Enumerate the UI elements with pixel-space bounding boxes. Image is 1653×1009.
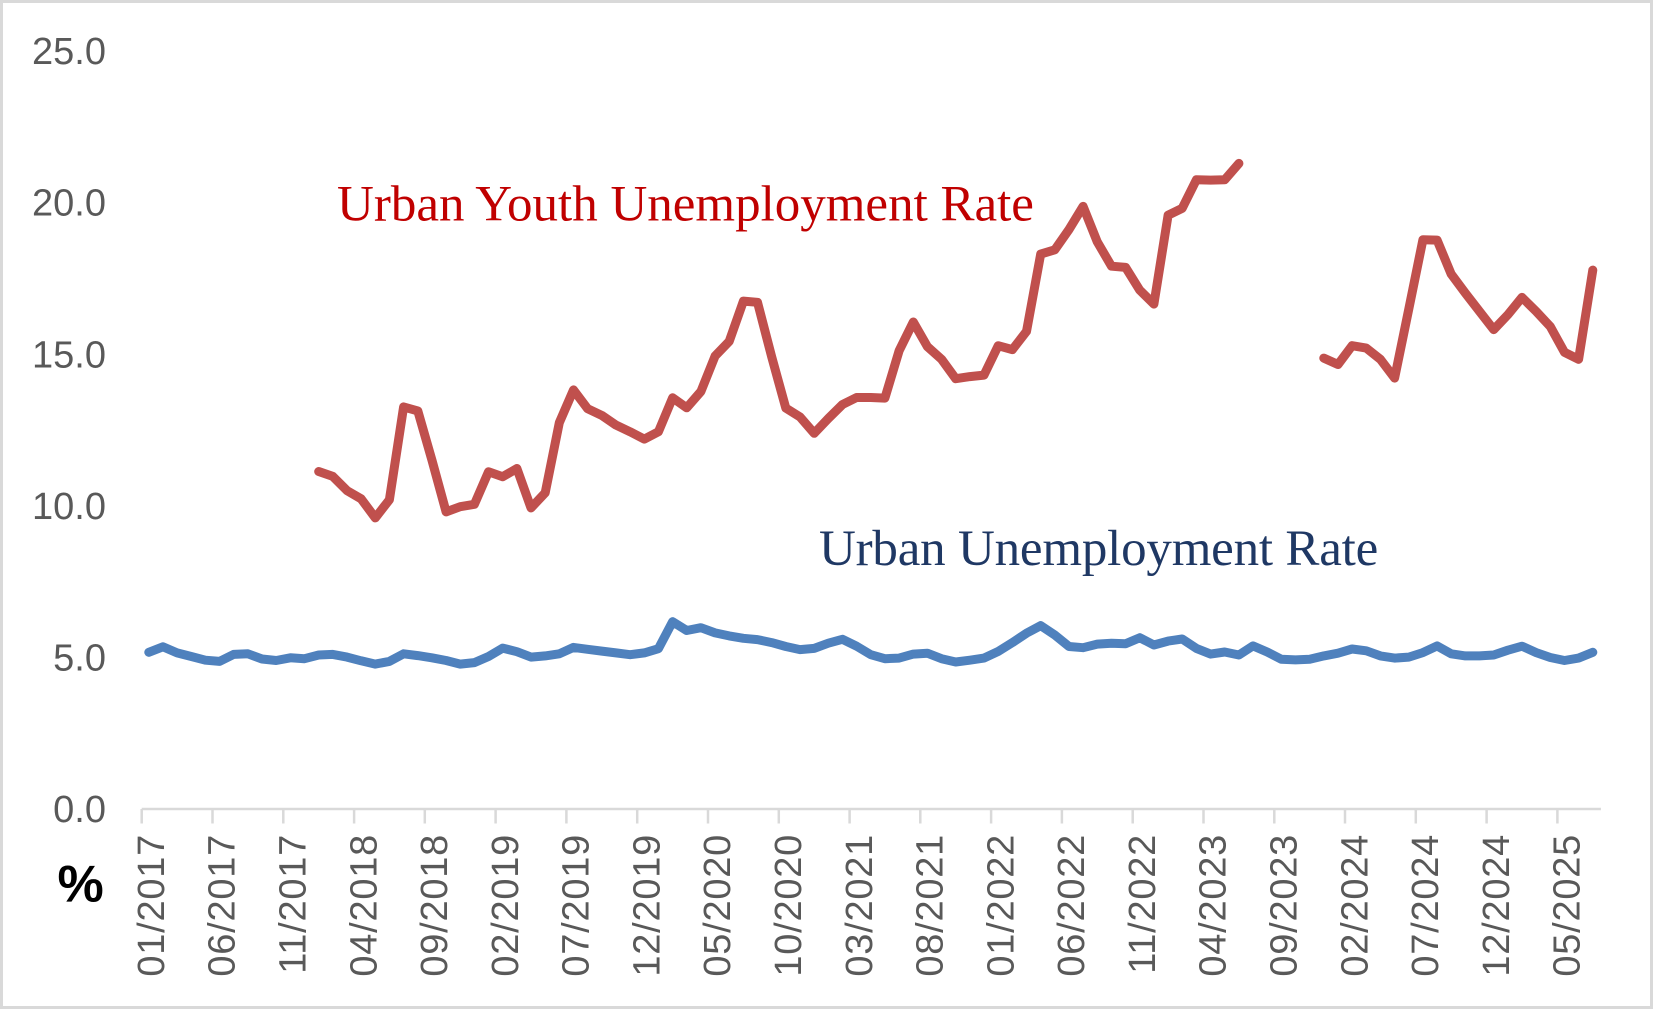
- svg-text:05/2020: 05/2020: [697, 834, 739, 977]
- svg-text:Urban Unemployment Rate: Urban Unemployment Rate: [819, 521, 1378, 577]
- svg-text:20.0: 20.0: [32, 183, 106, 225]
- svg-text:06/2017: 06/2017: [202, 834, 244, 977]
- svg-text:06/2022: 06/2022: [1051, 834, 1093, 977]
- svg-text:25.0: 25.0: [32, 31, 106, 73]
- svg-text:%: %: [58, 856, 104, 914]
- svg-text:04/2023: 04/2023: [1193, 834, 1235, 977]
- svg-text:02/2024: 02/2024: [1334, 834, 1376, 977]
- svg-text:03/2021: 03/2021: [839, 834, 881, 977]
- svg-text:12/2019: 12/2019: [626, 834, 668, 977]
- svg-text:07/2019: 07/2019: [556, 834, 598, 977]
- svg-text:08/2021: 08/2021: [910, 834, 952, 977]
- svg-text:10/2020: 10/2020: [768, 834, 810, 977]
- svg-text:01/2022: 01/2022: [980, 834, 1022, 977]
- svg-text:07/2024: 07/2024: [1405, 834, 1447, 977]
- svg-text:15.0: 15.0: [32, 334, 106, 376]
- svg-text:02/2019: 02/2019: [485, 834, 527, 977]
- svg-text:09/2018: 09/2018: [414, 834, 456, 977]
- svg-text:11/2022: 11/2022: [1122, 834, 1164, 974]
- svg-text:09/2023: 09/2023: [1264, 834, 1306, 977]
- svg-text:0.0: 0.0: [53, 789, 106, 831]
- svg-text:04/2018: 04/2018: [343, 834, 385, 977]
- svg-text:05/2025: 05/2025: [1547, 834, 1589, 977]
- svg-text:5.0: 5.0: [53, 638, 106, 680]
- svg-text:12/2024: 12/2024: [1476, 834, 1518, 977]
- svg-text:01/2017: 01/2017: [131, 834, 173, 977]
- svg-text:11/2017: 11/2017: [273, 834, 315, 974]
- svg-text:10.0: 10.0: [32, 486, 106, 528]
- svg-text:Urban Youth Unemployment Rate: Urban Youth Unemployment Rate: [337, 176, 1034, 232]
